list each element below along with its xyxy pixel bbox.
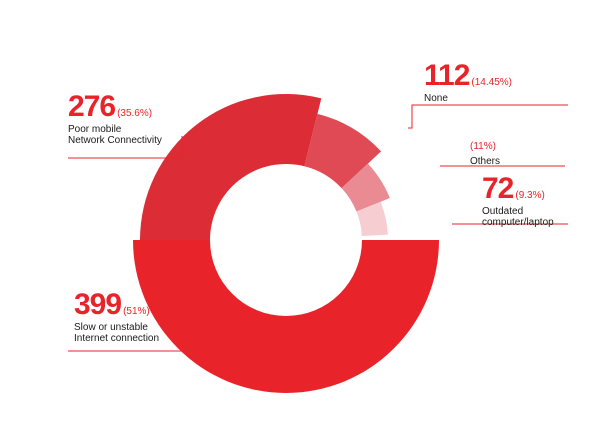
label-poor-mobile: 276 (35.6%) Poor mobile Network Connectiv… xyxy=(68,90,162,147)
slice-poor-mobile xyxy=(140,94,322,241)
percent-poor-mobile: (35.6%) xyxy=(117,108,153,119)
label-slow-internet: 399 (51%) Slow or unstable Internet conne… xyxy=(74,288,160,345)
label-outdated: 72 (9.3%) Outdated computer/laptop xyxy=(482,172,554,229)
percent-slow-internet: (51%) xyxy=(123,306,150,317)
value-slow-internet: 399 xyxy=(74,288,122,321)
slice-outdated xyxy=(356,201,388,237)
leader-poor-mobile xyxy=(68,136,183,159)
desc-poor-mobile: Poor mobile Network Connectivity xyxy=(68,124,162,146)
desc-slow-internet: Slow or unstable Internet connection xyxy=(74,322,160,344)
percent-outdated: (9.3%) xyxy=(515,190,545,201)
percent-none: (14.45%) xyxy=(471,77,512,88)
label-none: 112 (14.45%) None xyxy=(424,59,512,105)
desc-none: None xyxy=(424,93,448,104)
label-others: (11%) Others xyxy=(470,136,500,167)
slice-others xyxy=(341,163,390,212)
percent-others: (11%) xyxy=(470,141,496,152)
slice-none xyxy=(304,113,382,189)
value-outdated: 72 xyxy=(482,172,514,205)
leader-none xyxy=(408,104,568,129)
value-poor-mobile: 276 xyxy=(68,90,116,123)
desc-outdated: Outdated computer/laptop xyxy=(482,206,554,228)
desc-others: Others xyxy=(470,156,501,167)
value-none: 112 xyxy=(424,59,470,92)
slice-slow-internet xyxy=(133,240,439,393)
